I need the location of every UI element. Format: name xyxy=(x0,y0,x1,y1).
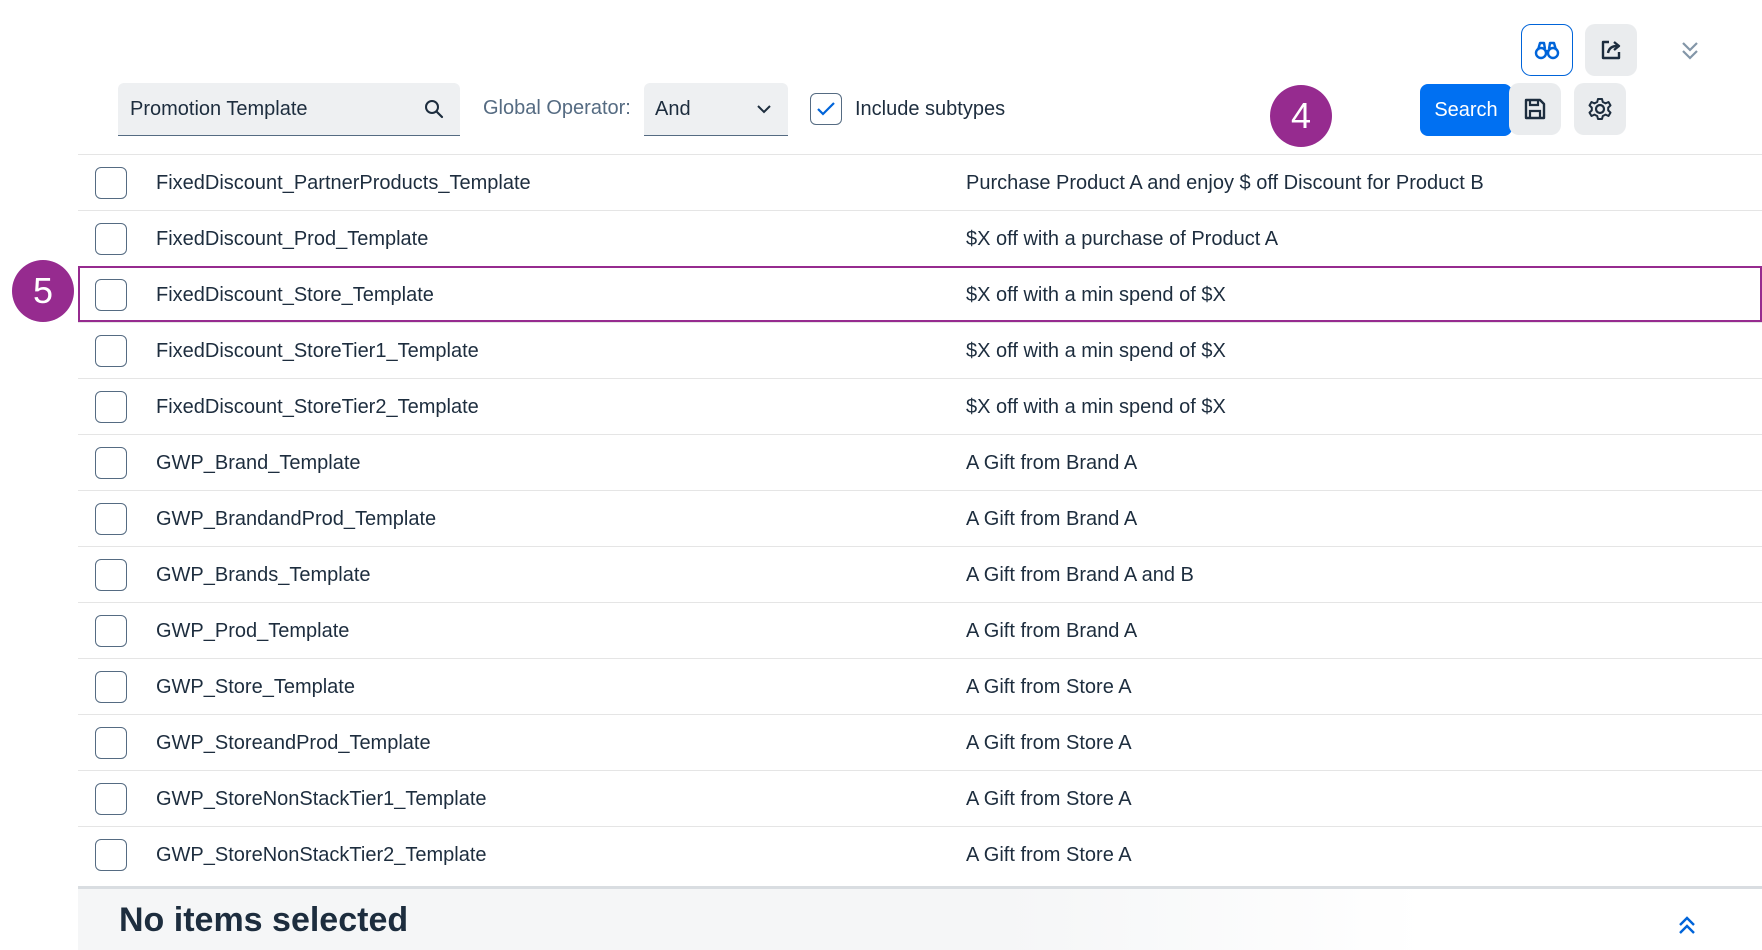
row-description: A Gift from Store A xyxy=(966,676,1132,698)
row-name: GWP_BrandandProd_Template xyxy=(156,508,437,530)
table-bottom-border xyxy=(78,886,1762,889)
table-row[interactable]: FixedDiscount_StoreTier1_Template $X off … xyxy=(78,322,1762,378)
binoculars-icon xyxy=(1534,41,1560,60)
table-row[interactable]: GWP_StoreNonStackTier1_Template A Gift fr… xyxy=(78,770,1762,826)
row-description: A Gift from Brand A xyxy=(966,508,1138,530)
row-name: FixedDiscount_Store_Template xyxy=(156,284,434,306)
table-row[interactable]: FixedDiscount_StoreTier2_Template $X off … xyxy=(78,378,1762,434)
search-input[interactable] xyxy=(130,97,420,121)
global-operator-value: And xyxy=(655,97,691,120)
row-name: FixedDiscount_StoreTier2_Template xyxy=(156,396,479,418)
row-name: GWP_Prod_Template xyxy=(156,620,350,642)
table-row[interactable]: FixedDiscount_Prod_Template $X off with a… xyxy=(78,210,1762,266)
table-row[interactable]: GWP_Brand_Template A Gift from Brand A xyxy=(78,434,1762,490)
collapse-header-button[interactable] xyxy=(1672,36,1708,66)
chevron-down-icon xyxy=(757,105,771,114)
row-name: GWP_StoreNonStackTier2_Template xyxy=(156,844,487,866)
include-subtypes-label[interactable]: Include subtypes xyxy=(855,98,1006,120)
row-checkbox[interactable] xyxy=(95,615,127,647)
row-checkbox[interactable] xyxy=(95,167,127,199)
row-checkbox[interactable] xyxy=(95,839,127,871)
search-icon[interactable] xyxy=(420,95,448,123)
table-row[interactable]: GWP_Prod_Template A Gift from Brand A xyxy=(78,602,1762,658)
step-badge-4: 4 xyxy=(1270,85,1332,147)
step-badge-5: 5 xyxy=(12,260,74,322)
row-description: A Gift from Brand A xyxy=(966,452,1138,474)
binoculars-button[interactable] xyxy=(1521,24,1573,76)
save-variant-button[interactable] xyxy=(1509,83,1561,135)
row-name: GWP_Store_Template xyxy=(156,676,355,698)
selection-status: No items selected xyxy=(119,901,409,939)
table-row[interactable]: FixedDiscount_PartnerProducts_Template Pu… xyxy=(78,154,1762,210)
table-row[interactable]: FixedDiscount_Store_Template $X off with … xyxy=(78,266,1762,322)
table-row[interactable]: GWP_Store_Template A Gift from Store A xyxy=(78,658,1762,714)
row-description: A Gift from Brand A xyxy=(966,620,1138,642)
row-checkbox[interactable] xyxy=(95,279,127,311)
chevron-double-down-icon xyxy=(1682,42,1698,60)
row-description: $X off with a min spend of $X xyxy=(966,340,1226,362)
row-description: A Gift from Brand A and B xyxy=(966,564,1194,586)
row-checkbox[interactable] xyxy=(95,671,127,703)
share-export-icon xyxy=(1601,40,1621,60)
row-name: FixedDiscount_Prod_Template xyxy=(156,228,429,250)
table-row[interactable]: GWP_StoreNonStackTier2_Template A Gift fr… xyxy=(78,826,1762,882)
row-checkbox[interactable] xyxy=(95,447,127,479)
share-button[interactable] xyxy=(1585,24,1637,76)
row-checkbox[interactable] xyxy=(95,335,127,367)
row-name: FixedDiscount_PartnerProducts_Template xyxy=(156,172,531,194)
row-checkbox[interactable] xyxy=(95,503,127,535)
save-icon xyxy=(1524,98,1546,120)
row-description: $X off with a min spend of $X xyxy=(966,396,1226,418)
row-name: FixedDiscount_StoreTier1_Template xyxy=(156,340,479,362)
row-name: GWP_Brands_Template xyxy=(156,564,371,586)
table-row[interactable]: GWP_StoreandProd_Template A Gift from Sto… xyxy=(78,714,1762,770)
gear-icon xyxy=(1588,98,1612,120)
checkmark-icon xyxy=(817,102,835,116)
search-input-wrapper xyxy=(118,83,460,136)
row-checkbox[interactable] xyxy=(95,391,127,423)
chevron-double-up-icon xyxy=(1679,916,1695,934)
results-table: FixedDiscount_PartnerProducts_Template Pu… xyxy=(78,154,1762,882)
global-operator-label: Global Operator: xyxy=(483,97,631,119)
search-button[interactable]: Search xyxy=(1420,84,1512,136)
table-row[interactable]: GWP_Brands_Template A Gift from Brand A a… xyxy=(78,546,1762,602)
settings-button[interactable] xyxy=(1574,83,1626,135)
row-description: A Gift from Store A xyxy=(966,844,1132,866)
row-checkbox[interactable] xyxy=(95,559,127,591)
include-subtypes-checkbox[interactable] xyxy=(810,93,842,125)
row-name: GWP_StoreandProd_Template xyxy=(156,732,431,754)
table-row[interactable]: GWP_BrandandProd_Template A Gift from Bra… xyxy=(78,490,1762,546)
selection-footer: No items selected xyxy=(78,889,1762,950)
expand-footer-button[interactable] xyxy=(1672,911,1702,939)
row-checkbox[interactable] xyxy=(95,783,127,815)
row-description: Purchase Product A and enjoy $ off Disco… xyxy=(966,172,1484,194)
row-description: $X off with a purchase of Product A xyxy=(966,228,1279,250)
row-name: GWP_StoreNonStackTier1_Template xyxy=(156,788,487,810)
row-description: A Gift from Store A xyxy=(966,788,1132,810)
row-checkbox[interactable] xyxy=(95,223,127,255)
global-operator-select[interactable]: And xyxy=(644,83,788,136)
row-description: $X off with a min spend of $X xyxy=(966,284,1226,306)
row-checkbox[interactable] xyxy=(95,727,127,759)
row-name: GWP_Brand_Template xyxy=(156,452,361,474)
row-description: A Gift from Store A xyxy=(966,732,1132,754)
